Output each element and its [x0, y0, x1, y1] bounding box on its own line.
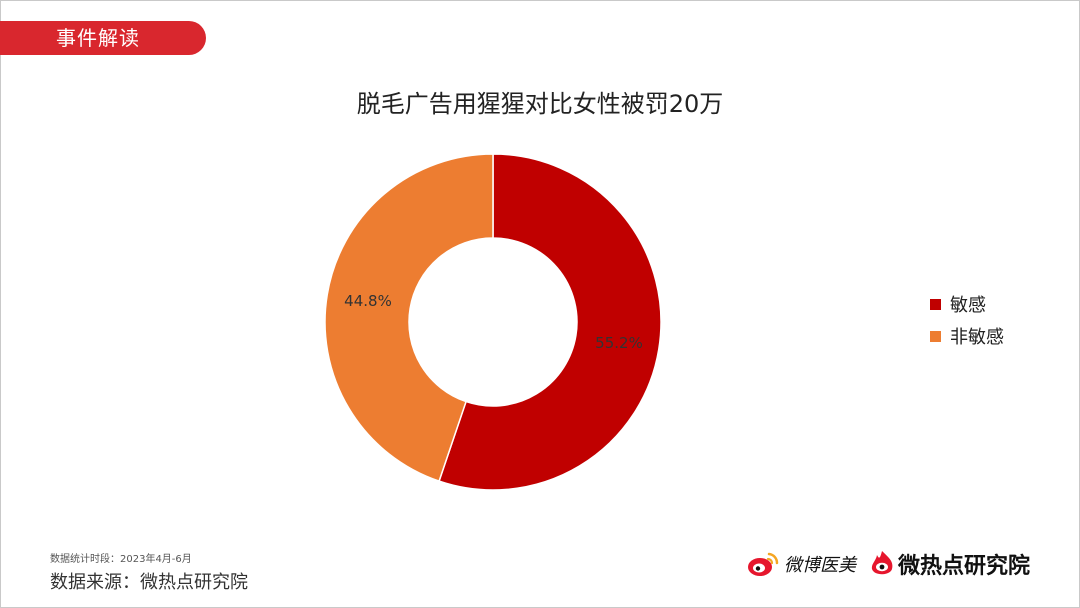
weibo-beauty-logo-text: 微博医美 [784, 555, 856, 576]
donut-slice-non-sensitive [324, 153, 494, 483]
legend-swatch-non-sensitive [930, 330, 941, 342]
weibo-icon [748, 552, 779, 576]
data-source: 数据来源：微热点研究院 [50, 572, 248, 593]
legend-swatch-sensitive [930, 298, 941, 310]
chart-legend: 敏感 非敏感 [930, 288, 1004, 352]
wrd-logo: 微热点研究院 [868, 548, 1030, 580]
section-tag: 事件解读 [0, 21, 206, 55]
legend-item-sensitive: 敏感 [930, 288, 1004, 320]
flame-eye-icon [871, 551, 893, 575]
legend-item-non-sensitive: 非敏感 [930, 320, 1004, 352]
chart-title: 脱毛广告用猩猩对比女性被罚20万 [356, 90, 724, 118]
donut-slice-sensitive [438, 153, 662, 491]
weibo-beauty-logo: 微博医美 [746, 550, 856, 578]
data-period: 数据统计时段：2023年4月-6月 [50, 554, 192, 565]
wrd-logo-text: 微热点研究院 [898, 554, 1031, 579]
data-label-non-sensitive: 44.8% [344, 292, 392, 310]
legend-label-sensitive: 敏感 [950, 295, 986, 316]
data-label-sensitive: 55.2% [595, 334, 643, 352]
legend-label-non-sensitive: 非敏感 [950, 327, 1004, 348]
